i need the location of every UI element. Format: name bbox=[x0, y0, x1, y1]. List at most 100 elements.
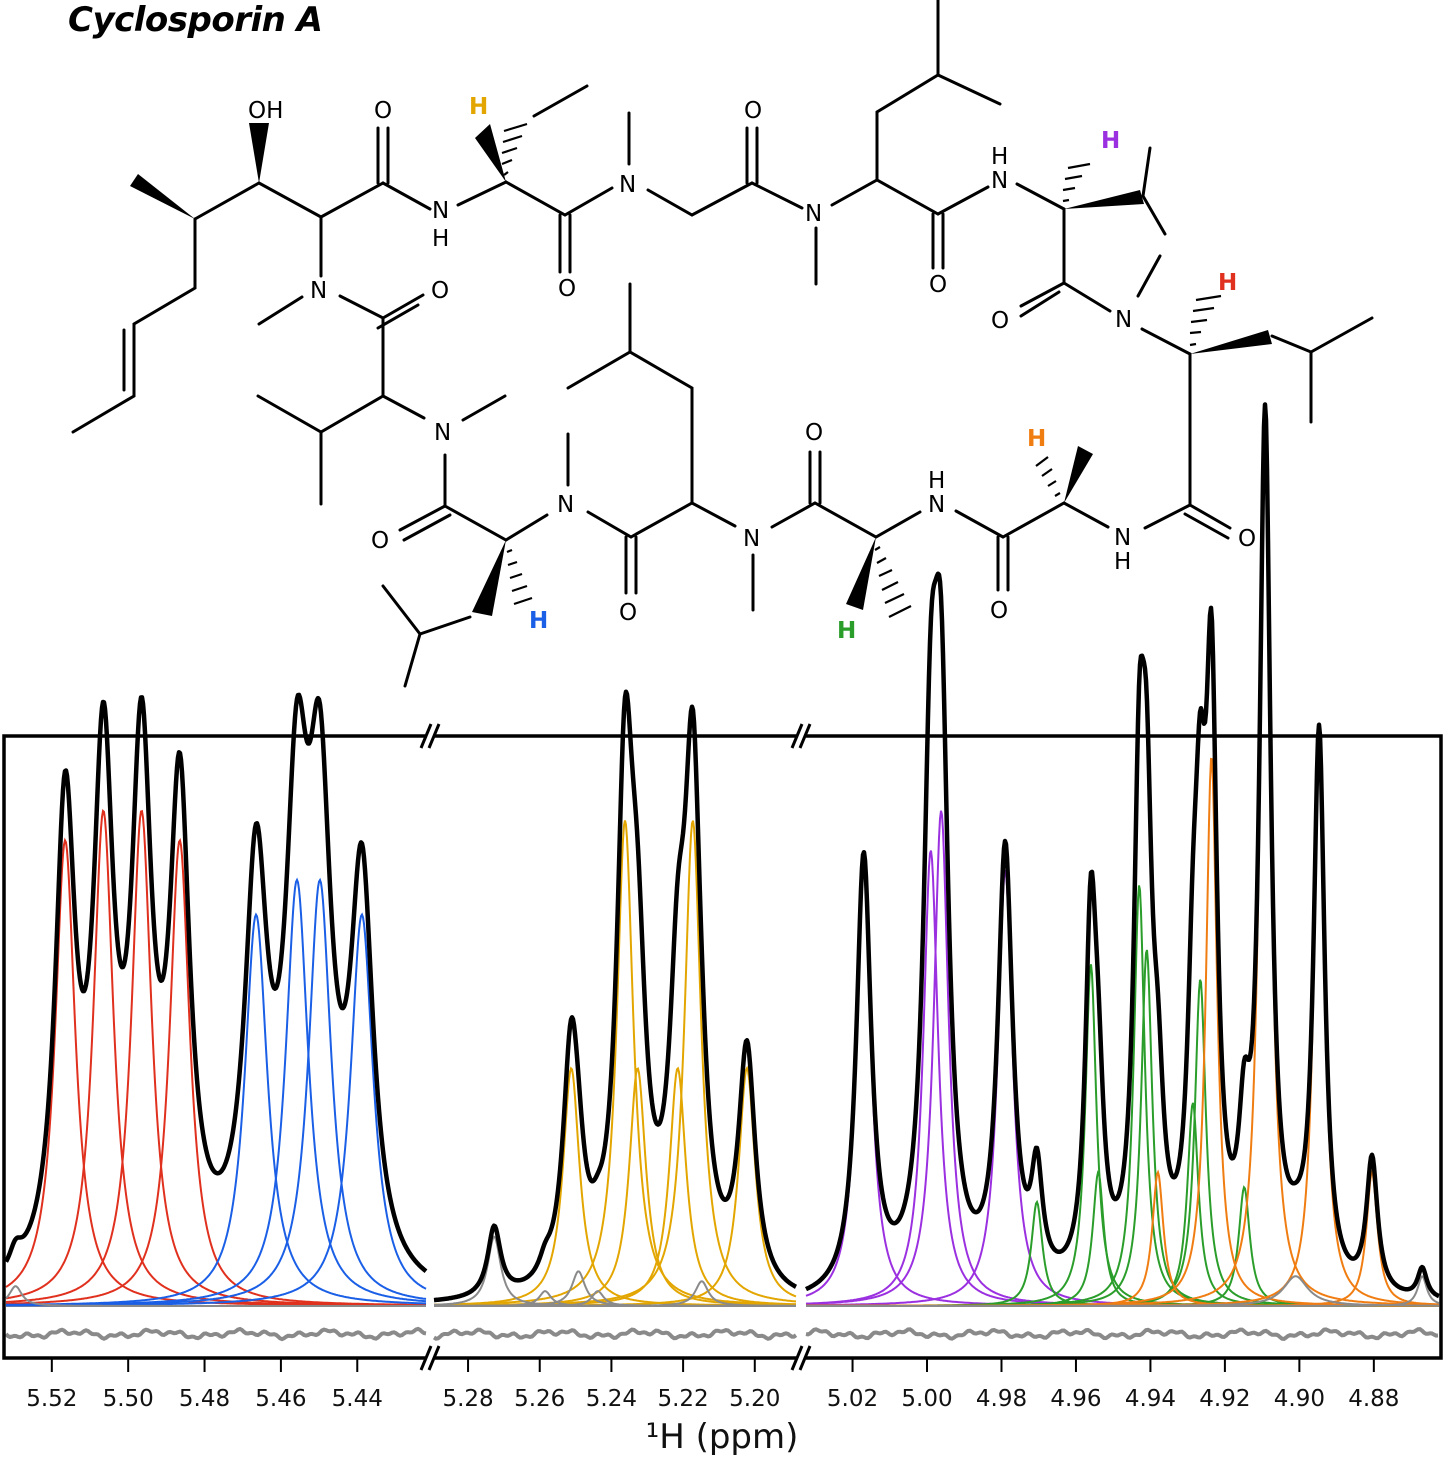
residual-trace bbox=[432, 1327, 798, 1341]
break-gap bbox=[425, 730, 435, 742]
atom-o: O bbox=[990, 598, 1008, 624]
atom-n: N bbox=[557, 492, 574, 518]
proton-label-blue: H bbox=[529, 608, 548, 634]
peak-gold-0 bbox=[434, 1066, 796, 1307]
peak-gray-17 bbox=[806, 1275, 1439, 1307]
proton-label-red: H bbox=[1218, 270, 1237, 296]
tick-label: 5.22 bbox=[657, 1386, 708, 1412]
peak-blue-4 bbox=[6, 912, 427, 1306]
peak-blue-6 bbox=[6, 877, 427, 1307]
plot-frame bbox=[2, 734, 1443, 1360]
tick-label: 4.96 bbox=[1050, 1386, 1101, 1412]
peak-gray-18 bbox=[806, 1275, 1440, 1307]
peak-blue-5 bbox=[5, 877, 427, 1307]
peak-gold-4 bbox=[434, 820, 797, 1307]
atom-n: N bbox=[805, 201, 822, 227]
atom-o: O bbox=[558, 276, 576, 302]
peak-gray-9 bbox=[434, 1290, 796, 1307]
break-mark bbox=[419, 723, 433, 749]
tick-label: 5.28 bbox=[442, 1386, 493, 1412]
tick-label: 5.24 bbox=[586, 1386, 637, 1412]
break-mark bbox=[790, 723, 804, 749]
tick-label: 5.44 bbox=[332, 1386, 383, 1412]
atom-h: H bbox=[1114, 549, 1131, 575]
break-mark bbox=[798, 1345, 812, 1371]
peak-gold-5 bbox=[434, 1065, 797, 1307]
peak-orange-12 bbox=[806, 1169, 1439, 1307]
tick-label: 5.52 bbox=[26, 1386, 77, 1412]
atom-h: H bbox=[928, 468, 945, 494]
peak-purple-1 bbox=[805, 850, 1439, 1307]
peak-orange-16 bbox=[806, 1169, 1440, 1307]
axis-breaks bbox=[419, 723, 812, 1371]
atom-o: O bbox=[991, 308, 1009, 334]
peak-gold-2 bbox=[434, 1067, 796, 1307]
tick-label: 5.00 bbox=[901, 1386, 952, 1412]
tick-label: 5.02 bbox=[827, 1386, 878, 1412]
cyclosporin-structure: OH O N H O N O N O H N O N O N H H N O O… bbox=[71, 0, 1374, 688]
break-gap bbox=[796, 730, 806, 742]
panel-5.44-5.52 bbox=[4, 692, 428, 1342]
atom-o: O bbox=[805, 420, 823, 446]
peak-green-5 bbox=[806, 964, 1439, 1307]
atom-n: N bbox=[743, 526, 760, 552]
atom-o: O bbox=[1238, 526, 1256, 552]
proton-label-orange: H bbox=[1027, 426, 1046, 452]
peak-orange-13 bbox=[806, 757, 1439, 1307]
tick-label: 5.26 bbox=[514, 1386, 565, 1412]
residual-trace bbox=[4, 1326, 427, 1342]
peak-red-3 bbox=[6, 838, 427, 1306]
atom-labels: OH O N H O N O N O H N O N O N H H N O O… bbox=[248, 98, 1256, 626]
atom-oh: OH bbox=[248, 98, 283, 124]
peak-green-7 bbox=[806, 885, 1439, 1307]
x-axis-ticks: 5.52 5.50 5.48 5.46 5.44 5.28 5.26 5.24 5.22 5.20… bbox=[26, 1358, 1399, 1412]
sum-spectrum bbox=[432, 689, 798, 1303]
atom-n: N bbox=[991, 168, 1008, 194]
peak-gray-8 bbox=[434, 1270, 796, 1307]
peak-green-10 bbox=[806, 979, 1439, 1307]
residual-trace bbox=[805, 1327, 1439, 1341]
atom-o: O bbox=[929, 272, 947, 298]
peak-green-11 bbox=[806, 1185, 1439, 1307]
peak-purple-0 bbox=[805, 866, 1439, 1307]
break-mark bbox=[790, 1345, 804, 1371]
atom-h: H bbox=[991, 144, 1008, 170]
atom-o: O bbox=[431, 278, 449, 304]
peak-gray-6 bbox=[434, 1235, 796, 1307]
tick-label: 5.48 bbox=[179, 1386, 230, 1412]
peak-green-9 bbox=[806, 1102, 1439, 1307]
peak-blue-7 bbox=[6, 912, 427, 1307]
atom-o: O bbox=[744, 98, 762, 124]
tick-label: 4.94 bbox=[1125, 1386, 1176, 1412]
tick-label: 4.88 bbox=[1348, 1386, 1399, 1412]
peak-purple-3 bbox=[806, 869, 1439, 1307]
proton-label-purple: H bbox=[1101, 128, 1120, 154]
atom-n: N bbox=[619, 172, 636, 198]
break-mark bbox=[798, 723, 812, 749]
peak-green-6 bbox=[806, 1170, 1439, 1307]
panel-5.20-5.28 bbox=[432, 689, 798, 1341]
tick-label: 4.92 bbox=[1199, 1386, 1250, 1412]
atom-h: H bbox=[432, 226, 449, 252]
break-mark bbox=[427, 723, 441, 749]
atom-o: O bbox=[374, 98, 392, 124]
break-gap bbox=[796, 1352, 806, 1364]
atom-n: N bbox=[432, 198, 449, 224]
atom-n: N bbox=[434, 420, 451, 446]
tick-label: 5.50 bbox=[103, 1386, 154, 1412]
tick-label: 5.20 bbox=[729, 1386, 780, 1412]
atom-o: O bbox=[619, 600, 637, 626]
stereo-bonds bbox=[130, 123, 1272, 616]
peak-gray-8 bbox=[5, 1285, 426, 1307]
atom-n: N bbox=[1115, 307, 1132, 333]
break-mark bbox=[427, 1345, 441, 1371]
peak-gray-10 bbox=[434, 1280, 796, 1307]
peak-green-4 bbox=[806, 1199, 1439, 1307]
break-gap bbox=[425, 1352, 435, 1364]
peak-red-0 bbox=[5, 837, 426, 1307]
peak-red-1 bbox=[5, 809, 426, 1307]
tick-label: 4.90 bbox=[1274, 1386, 1325, 1412]
proton-label-green: H bbox=[837, 618, 856, 644]
atom-n: N bbox=[1114, 525, 1131, 551]
proton-label-gold: H bbox=[469, 94, 488, 120]
